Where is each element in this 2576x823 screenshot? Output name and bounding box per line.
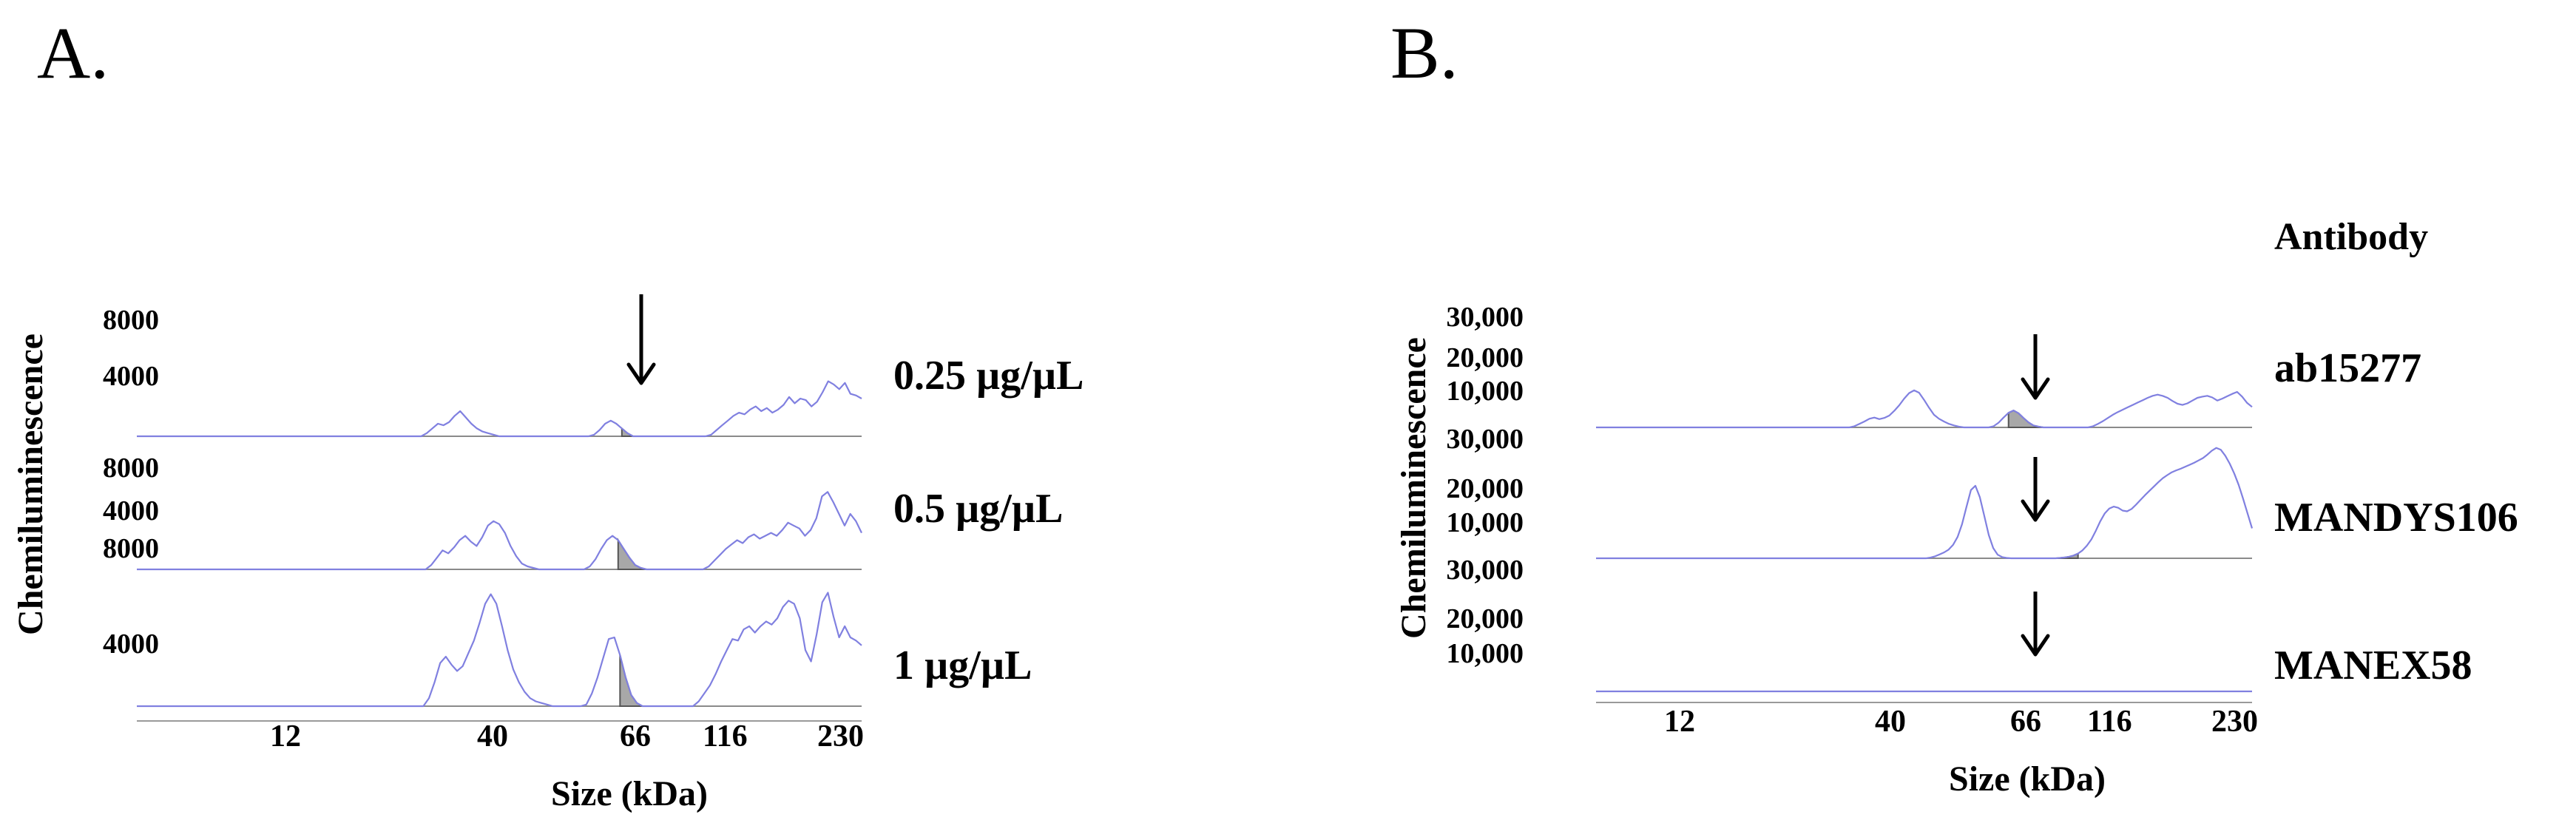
panel-a-row2-ytick-low: 4000	[103, 495, 159, 526]
panel-a-xtick-230: 230	[817, 719, 864, 753]
panel-a-x-axis-label: Size (kDa)	[551, 774, 708, 813]
panel-a-row1-peak-area	[621, 427, 667, 437]
panel-b-row3-arrow-head	[2021, 634, 2050, 657]
panel-b-xtick-12: 12	[1664, 705, 1695, 739]
panel-a-row1-ytick-low: 4000	[103, 361, 159, 392]
panel-a-row1-arrow-head	[626, 362, 656, 385]
panel-a-row1-trace-line	[137, 380, 862, 438]
panel-b-row3-arrow-icon	[2021, 592, 2050, 657]
panel-b-row2-trace-line	[1596, 447, 2254, 560]
panel-b-row1-ytick-20000: 20,000	[1446, 342, 1524, 373]
panel-b-xtick-116: 116	[2087, 705, 2132, 739]
panel-a-row3-ytick-high: 8000	[103, 533, 159, 564]
panel-b-row2-arrow-head	[2021, 499, 2050, 522]
panel-b-row2-arrow-icon	[2021, 457, 2050, 522]
panel-a-row2-trace-line	[137, 491, 862, 571]
panel-b-letter: B.	[1390, 12, 1458, 94]
panel-a-row2-peak-area	[617, 538, 669, 570]
panel-a-row3-ytick-low: 4000	[103, 629, 159, 660]
panel-a-row2-ytick-high: 8000	[103, 453, 159, 484]
panel-b-row2-ytick-20000: 20,000	[1446, 473, 1524, 504]
panel-b-row2-ytick-30000: 30,000	[1446, 424, 1524, 455]
panel-b-row2-ytick-10000: 10,000	[1446, 507, 1524, 538]
panel-b-x-axis-label: Size (kDa)	[1949, 759, 2106, 799]
panel-b-legend-title: Antibody	[2274, 216, 2429, 258]
panel-b-xtick-66: 66	[2010, 705, 2041, 739]
panel-b-row3-ytick-20000: 20,000	[1446, 603, 1524, 634]
panel-b-row3-ytick-10000: 10,000	[1446, 638, 1524, 669]
panel-b-row1-ytick-10000: 10,000	[1446, 376, 1524, 407]
panel-a-row1-label: 0.25 µg/µL	[893, 353, 1084, 399]
panel-a-letter: A.	[37, 12, 109, 94]
panel-a-row1-arrow-icon	[626, 294, 656, 385]
panel-b-row1-label: ab15277	[2274, 345, 2422, 391]
panel-b-row2-label: MANDYS106	[2274, 495, 2518, 541]
panel-a-row3-trace-line	[137, 592, 862, 708]
panel-b-row1-trace-line	[1596, 389, 2253, 429]
panel-b-xtick-40: 40	[1875, 705, 1906, 739]
panel-a-row1-ytick-high: 8000	[103, 305, 159, 336]
panel-a-row3-label: 1 µg/µL	[893, 643, 1032, 688]
panel-b-row1-ytick-30000: 30,000	[1446, 302, 1524, 333]
panel-b-row1-arrow-head	[2021, 377, 2050, 400]
panel-b-row1-arrow-icon	[2021, 334, 2050, 400]
panel-b-row3-label: MANEX58	[2274, 643, 2472, 688]
panel-a-xtick-12: 12	[270, 719, 301, 753]
panel-a-chart	[137, 294, 862, 722]
panel-a-xtick-40: 40	[477, 719, 508, 753]
panel-b-xtick-230: 230	[2211, 705, 2258, 739]
panel-a-xtick-66: 66	[620, 719, 651, 753]
panel-a-xtick-116: 116	[703, 719, 748, 753]
panel-b-row3-ytick-30000: 30,000	[1446, 555, 1524, 586]
panel-b-chart	[1596, 334, 2254, 703]
panel-a-row2-label: 0.5 µg/µL	[893, 486, 1064, 532]
